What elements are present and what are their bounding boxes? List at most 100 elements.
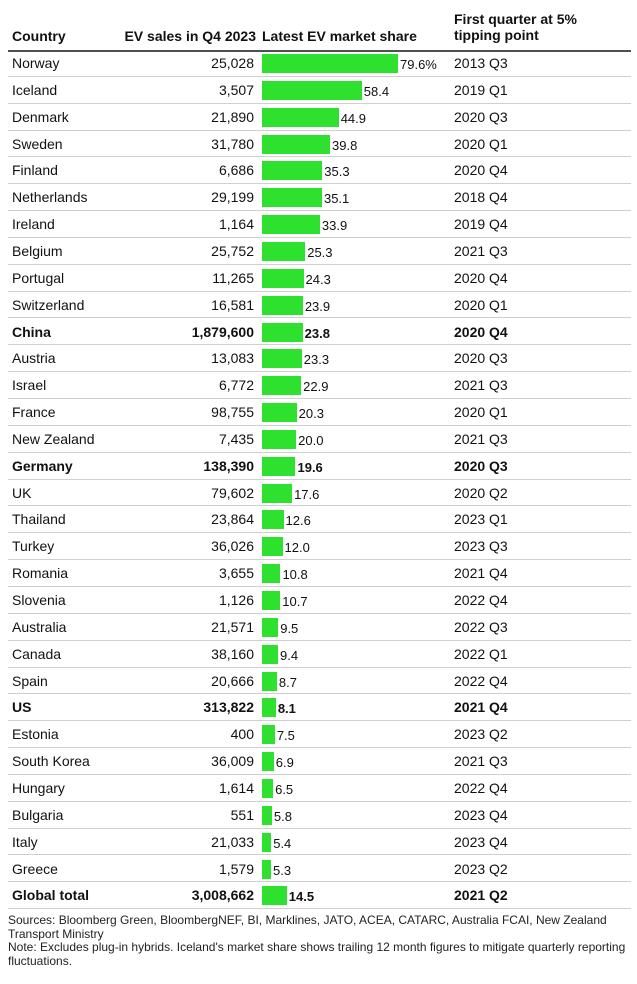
- country-cell: New Zealand: [12, 430, 95, 447]
- table-row: Israel 6,772 22.9 2021 Q3: [8, 372, 631, 400]
- first-quarter-cell: 2023 Q1: [454, 511, 508, 528]
- ev-sales-cell: 13,083: [211, 350, 254, 367]
- first-quarter-cell: 2022 Q3: [454, 618, 508, 635]
- market-share-bar: [262, 134, 330, 154]
- table-row: Denmark 21,890 44.9 2020 Q3: [8, 104, 631, 131]
- table-row: Finland 6,686 35.3 2020 Q4: [8, 157, 631, 185]
- country-cell: France: [12, 404, 56, 421]
- market-share-label: 5.8: [273, 808, 292, 824]
- row-divider: [8, 102, 631, 104]
- market-share-label: 25.3: [307, 244, 333, 260]
- table-row: Ireland 1,164 33.9 2019 Q4: [8, 211, 631, 238]
- ev-sales-cell: 31,780: [211, 135, 254, 152]
- first-quarter-cell: 2020 Q2: [454, 484, 508, 501]
- first-quarter-cell: 2021 Q3: [454, 377, 508, 394]
- first-quarter-cell: 2021 Q4: [454, 565, 508, 582]
- ev-sales-cell: 21,571: [211, 618, 254, 635]
- ev-sales-cell: 3,655: [218, 565, 254, 582]
- country-cell: Ireland: [12, 216, 55, 233]
- ev-sales-cell: 3,507: [218, 81, 254, 98]
- country-cell: Romania: [12, 565, 69, 582]
- country-cell: Germany: [12, 457, 73, 474]
- market-share-bar: [262, 456, 296, 476]
- row-divider: [8, 156, 631, 158]
- header-ev-sales: EV sales in Q4 2023: [124, 28, 256, 44]
- market-share-bar: [262, 322, 303, 342]
- ev-sales-cell: 1,614: [218, 779, 254, 796]
- first-quarter-cell: 2022 Q1: [454, 645, 508, 662]
- ev-sales-cell: 25,028: [211, 55, 254, 71]
- first-quarter-cell: 2020 Q4: [454, 162, 508, 179]
- market-share-bar: [262, 161, 323, 181]
- ev-sales-cell: 20,666: [211, 672, 254, 689]
- first-quarter-cell: 2021 Q4: [454, 699, 508, 716]
- country-cell: Sweden: [12, 135, 63, 152]
- table-row: Norway 25,028 79.6% 2013 Q3: [8, 50, 631, 77]
- row-divider: [8, 129, 631, 131]
- ev-sales-cell: 98,755: [211, 404, 254, 421]
- first-quarter-cell: 2022 Q4: [454, 672, 508, 689]
- first-quarter-cell: 2023 Q2: [454, 726, 508, 743]
- market-share-bar: [262, 403, 297, 423]
- country-cell: Netherlands: [12, 189, 88, 206]
- table-row: Bulgaria 551 5.8 2023 Q4: [8, 802, 631, 829]
- market-share-label: 6.5: [275, 781, 294, 797]
- market-share-label: 20.0: [298, 432, 324, 448]
- ev-sales-cell: 1,164: [218, 216, 254, 233]
- row-divider: [8, 290, 631, 292]
- table-header: Country EV sales in Q4 2023 Latest EV ma…: [8, 6, 631, 52]
- first-quarter-cell: 2020 Q3: [454, 457, 508, 474]
- row-divider: [8, 398, 631, 400]
- ev-sales-cell: 6,772: [218, 377, 254, 394]
- table-row: Austria 13,083 23.3 2020 Q3: [8, 345, 631, 373]
- header-market-share: Latest EV market share: [262, 28, 417, 44]
- row-divider: [8, 773, 631, 775]
- ev-sales-cell: 1,579: [218, 860, 254, 877]
- ev-sales-cell: 29,199: [211, 189, 254, 206]
- row-divider: [8, 263, 631, 265]
- ev-sales-cell: 16,581: [211, 296, 254, 313]
- header-divider: [8, 50, 631, 52]
- row-divider: [8, 424, 631, 426]
- row-divider: [8, 881, 631, 883]
- table-row: Switzerland 16,581 23.9 2020 Q1: [8, 292, 631, 319]
- country-cell: Belgium: [12, 242, 63, 259]
- table-row: Italy 21,033 5.4 2023 Q4: [8, 829, 631, 856]
- ev-sales-cell: 551: [230, 806, 254, 823]
- country-cell: Global total: [12, 887, 89, 904]
- market-share-label: 20.3: [298, 406, 324, 422]
- country-cell: Norway: [12, 55, 60, 71]
- country-cell: Canada: [12, 645, 62, 662]
- market-share-bar: [262, 778, 274, 798]
- ev-sales-cell: 313,822: [203, 699, 254, 716]
- row-divider: [8, 371, 631, 373]
- table-row: US 313,822 8.1 2021 Q4: [8, 694, 631, 722]
- row-divider: [8, 317, 631, 319]
- country-cell: Austria: [12, 350, 56, 367]
- market-share-bar: [262, 886, 287, 906]
- row-divider: [8, 532, 631, 534]
- country-cell: Finland: [12, 162, 58, 179]
- first-quarter-cell: 2021 Q3: [454, 753, 508, 770]
- first-quarter-cell: 2020 Q3: [454, 350, 508, 367]
- ev-sales-cell: 38,160: [211, 645, 254, 662]
- market-share-bar: [262, 752, 274, 772]
- table-row: Estonia 400 7.5 2023 Q2: [8, 721, 631, 749]
- row-divider: [8, 210, 631, 212]
- row-divider: [8, 800, 631, 802]
- ev-sales-cell: 3,008,662: [191, 887, 254, 904]
- table-row: UK 79,602 17.6 2020 Q2: [8, 480, 631, 507]
- country-cell: Australia: [12, 618, 67, 635]
- ev-sales-cell: 25,752: [211, 242, 254, 259]
- market-share-bar: [262, 671, 277, 691]
- first-quarter-cell: 2023 Q4: [454, 833, 508, 850]
- table-row: Spain 20,666 8.7 2022 Q4: [8, 668, 631, 695]
- market-share-label: 35.3: [324, 164, 350, 180]
- ev-sales-cell: 11,265: [212, 269, 254, 286]
- exclusion-note: Note: Excludes plug-in hybrids. Iceland'…: [8, 940, 626, 968]
- ev-sales-cell: 7,435: [218, 430, 254, 447]
- market-share-bar: [262, 805, 272, 825]
- row-divider: [8, 451, 631, 453]
- ev-sales-cell: 23,864: [211, 511, 254, 528]
- market-share-bar: [262, 80, 362, 100]
